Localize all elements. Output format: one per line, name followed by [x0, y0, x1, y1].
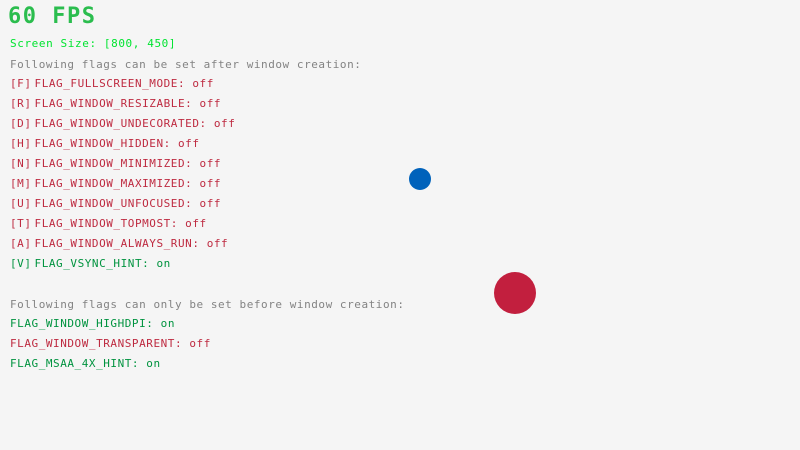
flag-name: FLAG_WINDOW_HIDDEN: [34, 137, 171, 150]
flag-name: FLAG_VSYNC_HINT: [34, 257, 150, 270]
flag-state-value: off [185, 217, 207, 230]
flag-name: FLAG_WINDOW_TOPMOST: [34, 217, 178, 230]
flag-shortcut-key: [F] [10, 77, 32, 90]
flag-list-after-creation: [F] FLAG_FULLSCREEN_MODE: off [R] FLAG_WIND… [10, 78, 235, 278]
flag-shortcut-key: [M] [10, 177, 32, 190]
flag-shortcut-key: [D] [10, 117, 32, 130]
flag-state-value: off [199, 197, 222, 210]
flag-shortcut-key: [V] [10, 257, 32, 270]
section-header-after-creation: Following flags can be set after window … [10, 58, 362, 71]
flag-row: FLAG_WINDOW_TRANSPARENT: off [10, 338, 211, 358]
flag-row[interactable]: [R] FLAG_WINDOW_RESIZABLE: off [10, 98, 235, 118]
flag-row[interactable]: [M] FLAG_WINDOW_MAXIMIZED: off [10, 178, 235, 198]
flag-row[interactable]: [T] FLAG_WINDOW_TOPMOST: off [10, 218, 235, 238]
flag-state-value: off [199, 97, 222, 110]
flag-name: FLAG_WINDOW_TRANSPARENT: [10, 337, 183, 350]
flag-state-value: on [160, 317, 175, 330]
flag-name: FLAG_WINDOW_MAXIMIZED: [34, 177, 193, 190]
flag-state-value: off [199, 177, 222, 190]
screen-size-label: Screen Size: [800, 450] [10, 37, 177, 50]
flag-row[interactable]: [U] FLAG_WINDOW_UNFOCUSED: off [10, 198, 235, 218]
fps-counter: 60 FPS [8, 4, 97, 29]
flag-state-value: off [206, 237, 229, 250]
flag-row[interactable]: [D] FLAG_WINDOW_UNDECORATED: off [10, 118, 235, 138]
flag-name: FLAG_WINDOW_UNDECORATED: [34, 117, 207, 130]
flag-state-value: off [213, 117, 236, 130]
flag-list-before-creation: FLAG_WINDOW_HIGHDPI: on FLAG_WINDOW_TRANS… [10, 318, 211, 378]
flag-shortcut-key: [N] [10, 157, 32, 170]
blue-circle [409, 168, 431, 190]
flag-shortcut-key: [H] [10, 137, 32, 150]
flag-state-value: off [199, 157, 222, 170]
flag-name: FLAG_WINDOW_HIGHDPI: [10, 317, 154, 330]
flag-shortcut-key: [A] [10, 237, 32, 250]
flag-state-value: off [178, 137, 200, 150]
flag-name: FLAG_WINDOW_MINIMIZED: [34, 157, 193, 170]
flag-shortcut-key: [T] [10, 217, 32, 230]
flag-shortcut-key: [R] [10, 97, 32, 110]
flag-state-value: off [189, 337, 211, 350]
flag-row: FLAG_WINDOW_HIGHDPI: on [10, 318, 211, 338]
flag-shortcut-key: [U] [10, 197, 32, 210]
flag-name: FLAG_WINDOW_UNFOCUSED: [34, 197, 193, 210]
flag-row[interactable]: [V] FLAG_VSYNC_HINT: on [10, 258, 235, 278]
flag-row[interactable]: [F] FLAG_FULLSCREEN_MODE: off [10, 78, 235, 98]
red-circle [494, 272, 536, 314]
flag-name: FLAG_WINDOW_RESIZABLE: [34, 97, 193, 110]
flag-name: FLAG_WINDOW_ALWAYS_RUN: [34, 237, 200, 250]
flag-state-value: on [156, 257, 171, 270]
flag-row[interactable]: [A] FLAG_WINDOW_ALWAYS_RUN: off [10, 238, 235, 258]
flag-name: FLAG_FULLSCREEN_MODE: [34, 77, 186, 90]
flag-name: FLAG_MSAA_4X_HINT: [10, 357, 140, 370]
flag-row[interactable]: [H] FLAG_WINDOW_HIDDEN: off [10, 138, 235, 158]
flag-state-value: on [146, 357, 161, 370]
flag-row[interactable]: [N] FLAG_WINDOW_MINIMIZED: off [10, 158, 235, 178]
section-header-before-creation: Following flags can only be set before w… [10, 298, 405, 311]
flag-row: FLAG_MSAA_4X_HINT: on [10, 358, 211, 378]
flag-state-value: off [192, 77, 214, 90]
